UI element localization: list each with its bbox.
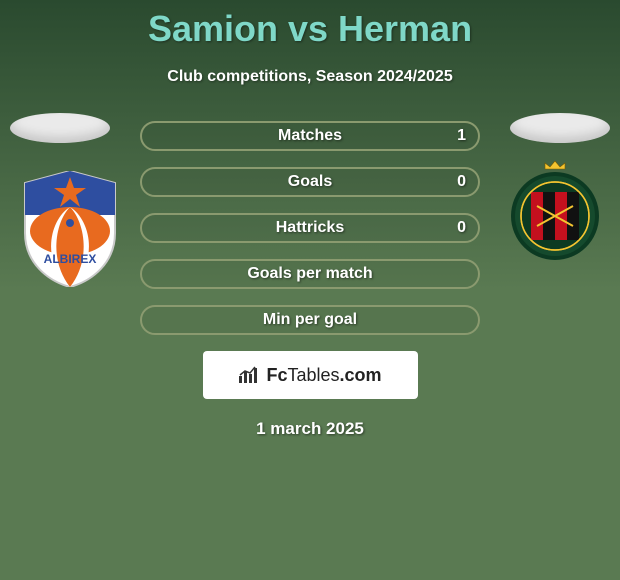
player-right-photo-placeholder <box>510 113 610 143</box>
stat-right-value: 0 <box>457 215 466 241</box>
logo-suffix: .com <box>340 365 382 385</box>
stat-label: Goals <box>142 169 478 195</box>
stat-label: Matches <box>142 123 478 149</box>
logo-main: Tables <box>287 365 339 385</box>
stats-rows: Matches 1 Goals 0 Hattricks 0 Goals per … <box>140 121 480 335</box>
comparison-subtitle: Club competitions, Season 2024/2025 <box>0 68 620 86</box>
stat-label: Min per goal <box>142 307 478 333</box>
stat-label: Goals per match <box>142 261 478 287</box>
stat-row: Matches 1 <box>140 121 480 151</box>
player-left-photo-placeholder <box>10 113 110 143</box>
logo-prefix: Fc <box>266 365 287 385</box>
stat-row: Goals per match <box>140 259 480 289</box>
source-logo[interactable]: FcTables.com <box>203 351 418 399</box>
comparison-date: 1 march 2025 <box>0 419 620 439</box>
stat-label: Hattricks <box>142 215 478 241</box>
svg-text:ALBIREX: ALBIREX <box>44 252 97 266</box>
comparison-body: ALBIREX Matches 1 <box>0 121 620 439</box>
crest-icon <box>510 161 600 261</box>
shield-icon: ALBIREX <box>20 171 120 287</box>
comparison-title: Samion vs Herman <box>0 0 620 50</box>
stat-row: Hattricks 0 <box>140 213 480 243</box>
bar-chart-icon <box>238 366 260 384</box>
stat-row: Min per goal <box>140 305 480 335</box>
stat-right-value: 1 <box>457 123 466 149</box>
source-logo-text: FcTables.com <box>266 365 381 386</box>
stat-right-value: 0 <box>457 169 466 195</box>
stat-row: Goals 0 <box>140 167 480 197</box>
team-badge-right <box>510 161 600 251</box>
team-badge-left: ALBIREX <box>20 171 120 287</box>
